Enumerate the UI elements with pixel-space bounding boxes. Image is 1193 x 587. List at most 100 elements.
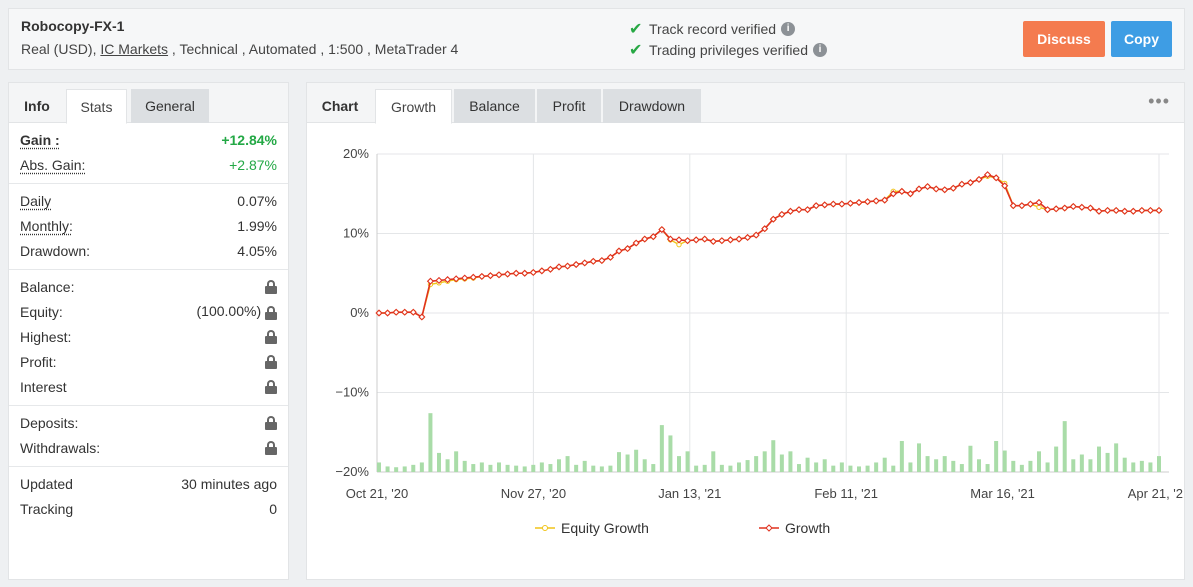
tab-chart[interactable]: Chart xyxy=(321,98,359,114)
volume-bar xyxy=(377,462,381,472)
volume-bar xyxy=(942,456,947,472)
growth-point xyxy=(683,237,692,245)
volume-bar xyxy=(719,464,724,472)
growth-point xyxy=(615,247,623,255)
growth-point xyxy=(1146,206,1155,215)
tab-profit[interactable]: Profit xyxy=(537,89,601,123)
copy-button[interactable]: Copy xyxy=(1111,21,1172,57)
tab-general[interactable]: General xyxy=(131,89,209,123)
growth-point xyxy=(1078,203,1086,211)
growth-point xyxy=(889,190,897,198)
drawdown-row: Drawdown: 4.05% xyxy=(9,238,288,263)
trading-privileges-verified: ✔ Trading privileges verified i xyxy=(629,40,827,60)
equity-row: Equity: (100.00%) xyxy=(9,299,288,324)
lock-icon xyxy=(265,279,277,294)
info-icon[interactable]: i xyxy=(781,22,796,36)
abs-gain-label[interactable]: Abs. Gain: xyxy=(20,156,86,173)
rate-group: Daily 0.07% Monthly: 1.99% Drawdown: 4.05% xyxy=(9,184,288,270)
balance-group: Balance: Equity: (100.00%) Highest: Profi… xyxy=(9,270,288,406)
volume-bar xyxy=(582,460,587,472)
volume-bar xyxy=(497,462,501,472)
volume-bar xyxy=(1114,443,1119,472)
volume-bar xyxy=(839,462,844,472)
volume-bar xyxy=(865,465,870,472)
legend-swatch-marker xyxy=(542,525,548,531)
growth-point xyxy=(1061,204,1069,212)
account-name: Robocopy-FX-1 xyxy=(21,18,125,34)
volume-bar xyxy=(1131,462,1136,472)
growth-chart: 20% 10% 0% −10% −20% Oct 21, '20 Nov 27, '20 Ja… xyxy=(335,146,1184,536)
growth-point xyxy=(512,269,520,277)
volume-bar xyxy=(599,466,604,472)
x-tick-label: Oct 21, '20 xyxy=(346,486,408,501)
growth-point xyxy=(443,276,452,284)
growth-point xyxy=(881,196,889,204)
y-tick-label: 0% xyxy=(350,305,369,320)
growth-point xyxy=(478,272,486,281)
volume-bar xyxy=(574,464,579,472)
tab-balance[interactable]: Balance xyxy=(454,89,535,123)
monthly-row: Monthly: 1.99% xyxy=(9,213,288,238)
growth-point xyxy=(1001,182,1009,190)
growth-point xyxy=(409,308,417,316)
volume-bar xyxy=(702,464,707,472)
growth-point xyxy=(1112,206,1120,215)
gain-row: Gain : +12.84% xyxy=(9,127,288,152)
series-line-growth xyxy=(379,173,1159,319)
growth-point xyxy=(803,206,812,214)
growth-point xyxy=(915,185,923,193)
growth-point xyxy=(1095,207,1103,215)
volume-bar xyxy=(754,456,759,472)
tab-drawdown[interactable]: Drawdown xyxy=(603,89,701,123)
growth-point xyxy=(1026,200,1035,208)
growth-point xyxy=(829,200,837,208)
growth-point xyxy=(726,236,735,244)
growth-point xyxy=(658,225,666,234)
equity-value-wrap: (100.00%) xyxy=(197,303,277,320)
tab-stats[interactable]: Stats xyxy=(66,89,127,124)
volume-bar xyxy=(1088,459,1093,472)
daily-row: Daily 0.07% xyxy=(9,188,288,213)
series-line-equity-growth xyxy=(379,175,1159,319)
info-icon[interactable]: i xyxy=(813,43,827,57)
volume-bar xyxy=(1028,460,1033,472)
volume-bar xyxy=(1157,456,1161,472)
x-tick-label: Mar 16, '21 xyxy=(970,486,1035,501)
volume-bar xyxy=(625,454,630,472)
growth-point xyxy=(555,263,563,271)
gain-label[interactable]: Gain : xyxy=(20,131,60,148)
volume-bar xyxy=(617,452,621,472)
monthly-label[interactable]: Monthly: xyxy=(20,217,73,234)
volume-bar xyxy=(642,459,647,472)
growth-point xyxy=(1086,204,1095,212)
highest-row: Highest: xyxy=(9,324,288,349)
legend-label[interactable]: Equity Growth xyxy=(561,520,649,536)
tracking-label: Tracking xyxy=(20,500,74,517)
updated-value: 30 minutes ago xyxy=(181,475,277,492)
growth-point xyxy=(1155,206,1163,215)
discuss-button[interactable]: Discuss xyxy=(1023,21,1105,57)
legend-label[interactable]: Growth xyxy=(785,520,830,536)
more-options-icon[interactable]: ••• xyxy=(1148,91,1170,111)
broker-link[interactable]: IC Markets xyxy=(100,41,169,57)
growth-point xyxy=(863,198,872,206)
volume-bar xyxy=(1011,460,1016,472)
growth-point xyxy=(1129,207,1137,215)
volume-bar xyxy=(1019,464,1024,472)
growth-point xyxy=(1138,206,1146,215)
tab-growth[interactable]: Growth xyxy=(375,89,452,124)
growth-point xyxy=(521,269,529,277)
y-tick-label: 20% xyxy=(343,146,369,161)
volume-bar xyxy=(522,466,527,472)
volume-bar xyxy=(1045,462,1050,472)
tab-info[interactable]: Info xyxy=(24,98,50,114)
volume-bar xyxy=(934,459,939,472)
volume-bar xyxy=(1002,450,1007,472)
account-header: Robocopy-FX-1 Real (USD), IC Markets , T… xyxy=(8,8,1185,70)
volume-bar xyxy=(805,457,810,472)
growth-point xyxy=(623,245,632,253)
volume-bar xyxy=(419,462,424,472)
daily-label[interactable]: Daily xyxy=(20,192,52,209)
updated-row: Updated 30 minutes ago xyxy=(9,471,288,496)
volume-bar xyxy=(848,465,853,472)
